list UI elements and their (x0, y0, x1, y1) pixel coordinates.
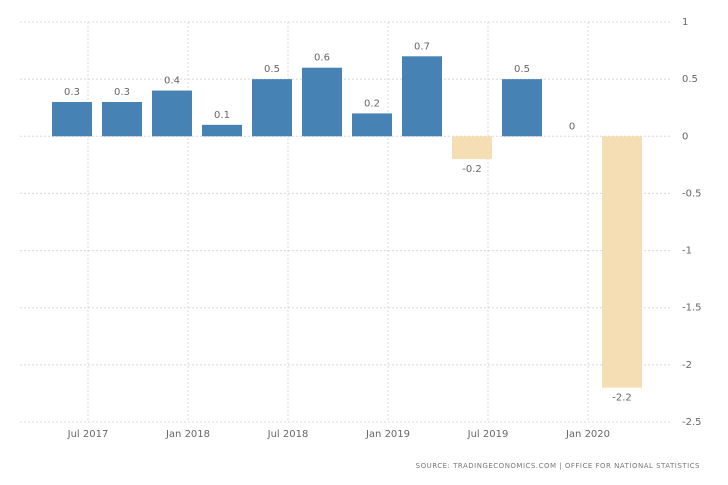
x-tick-label: Jan 2020 (565, 429, 610, 440)
x-tick-label: Jul 2017 (67, 429, 109, 440)
y-tick-label: -2.5 (682, 417, 702, 428)
value-label: 0.2 (364, 98, 380, 109)
x-tick-label: Jul 2018 (267, 429, 309, 440)
y-tick-label: -0.5 (682, 188, 702, 199)
y-tick-label: 0.5 (682, 74, 698, 85)
bar (602, 136, 642, 388)
value-label: -0.2 (462, 164, 482, 175)
value-label: 0 (569, 121, 575, 132)
value-label: 0.3 (64, 87, 80, 98)
bar (302, 67, 342, 137)
value-label: -2.2 (612, 393, 632, 404)
value-label: 0.5 (514, 64, 530, 75)
value-label: 0.1 (214, 110, 230, 121)
value-label: 0.7 (414, 41, 430, 52)
value-label: 0.3 (114, 87, 130, 98)
x-tick-label: Jul 2019 (467, 429, 509, 440)
y-tick-label: 0 (682, 131, 688, 142)
bar (502, 79, 542, 137)
bar (152, 90, 192, 137)
bar (102, 102, 142, 137)
value-label: 0.5 (264, 64, 280, 75)
y-tick-label: -2 (682, 360, 692, 371)
value-label: 0.4 (164, 76, 180, 87)
bar (352, 113, 392, 137)
bar (252, 79, 292, 137)
source: SOURCE: TRADINGECONOMICS.COM | OFFICE FO… (416, 462, 700, 470)
bar (402, 56, 442, 137)
y-tick-label: -1.5 (682, 303, 702, 314)
y-tick-label: -1 (682, 246, 692, 257)
value-label: 0.6 (314, 53, 330, 64)
bar (452, 136, 492, 160)
x-tick-label: Jan 2019 (365, 429, 410, 440)
bar (52, 102, 92, 137)
y-tick-label: 1 (682, 17, 688, 28)
bar (202, 124, 242, 137)
x-tick-label: Jan 2018 (165, 429, 210, 440)
